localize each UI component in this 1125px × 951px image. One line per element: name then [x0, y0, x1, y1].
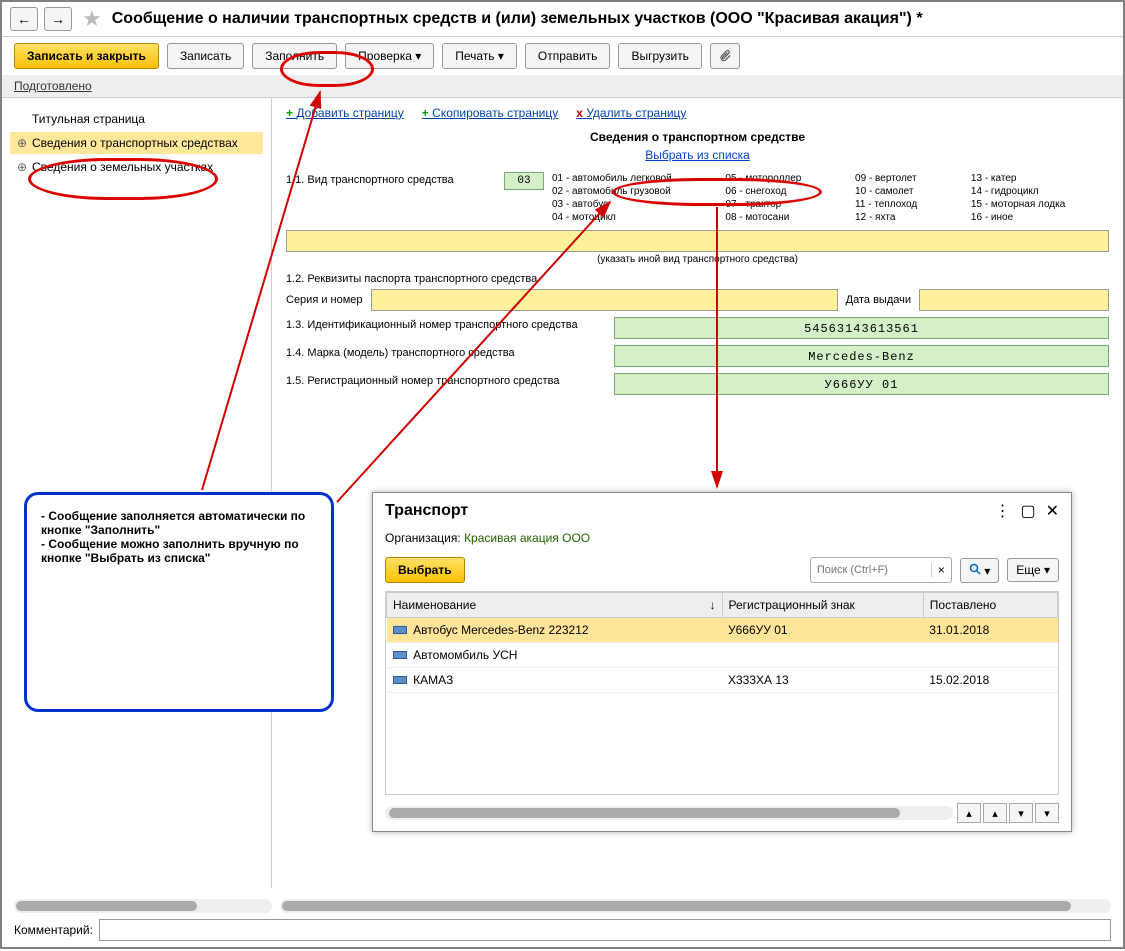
paperclip-icon [718, 49, 732, 63]
page-title: Сообщение о наличии транспортных средств… [112, 10, 923, 28]
comment-label: Комментарий: [14, 923, 93, 937]
field-label: 1.5. Регистрационный номер транспортного… [286, 373, 606, 387]
table-row[interactable]: КАМАЗХ333ХА 1315.02.2018 [387, 668, 1058, 693]
vehicle-type-item: 07 - трактор [725, 198, 845, 211]
save-button[interactable]: Записать [167, 43, 244, 69]
export-button[interactable]: Выгрузить [618, 43, 702, 69]
popup-scrollbar[interactable] [385, 806, 953, 820]
vin-field[interactable]: 54563143613561 [614, 317, 1109, 339]
field-label: 1.2. Реквизиты паспорта транспортного ср… [286, 273, 1109, 285]
field-label: 1.3. Идентификационный номер транспортно… [286, 317, 606, 331]
reg-number-field[interactable]: У666УУ 01 [614, 373, 1109, 395]
scroll-top-button[interactable]: ▴ [957, 803, 981, 823]
vehicle-type-item: 12 - яхта [855, 211, 961, 224]
vehicle-type-item: 05 - мотороллер [725, 172, 845, 185]
vehicle-type-item: 10 - самолет [855, 185, 961, 198]
select-from-list-link[interactable]: Выбрать из списка [645, 148, 750, 162]
vehicle-type-item: 06 - снегоход [725, 185, 845, 198]
popup-menu-icon[interactable]: ⋮ [994, 501, 1010, 521]
fill-button[interactable]: Заполнить [252, 43, 337, 69]
vehicle-types-legend: 01 - автомобиль легковой05 - мотороллер0… [552, 172, 1109, 224]
popup-select-button[interactable]: Выбрать [385, 557, 465, 583]
sidebar-item-vehicles[interactable]: ⊕ Сведения о транспортных средствах [10, 132, 263, 154]
delete-page-link[interactable]: x Удалить страницу [576, 106, 686, 120]
send-button[interactable]: Отправить [525, 43, 611, 69]
sidebar-item-land[interactable]: ⊕ Сведения о земельных участках [10, 156, 263, 178]
other-hint: (указать иной вид транспортного средства… [286, 254, 1109, 265]
sidebar-item-label: Сведения о земельных участках [32, 160, 257, 174]
search-icon [969, 563, 981, 575]
print-button[interactable]: Печать ▾ [442, 43, 517, 69]
nav-forward-button[interactable]: → [44, 7, 72, 31]
add-page-link[interactable]: + Добавить страницу [286, 106, 404, 120]
vehicle-type-item: 15 - моторная лодка [971, 198, 1109, 211]
vehicle-type-item: 16 - иное [971, 211, 1109, 224]
content-scrollbar[interactable] [280, 899, 1111, 913]
issue-date-input[interactable] [919, 289, 1109, 311]
serial-label: Серия и номер [286, 294, 363, 306]
attach-button[interactable] [710, 43, 740, 69]
date-label: Дата выдачи [846, 294, 911, 306]
section-title: Сведения о транспортном средстве [286, 130, 1109, 144]
sidebar-item-label: Титульная страница [32, 112, 257, 126]
status-text[interactable]: Подготовлено [2, 75, 1123, 98]
col-date: Поставлено [923, 593, 1057, 618]
field-label: 1.4. Марка (модель) транспортного средст… [286, 345, 606, 359]
vehicle-type-item: 14 - гидроцикл [971, 185, 1109, 198]
scroll-down-button[interactable]: ▾ [1009, 803, 1033, 823]
search-button[interactable]: ▾ [960, 558, 999, 583]
popup-title: Транспорт [385, 502, 468, 520]
vehicle-type-item: 11 - теплоход [855, 198, 961, 211]
vehicle-type-code[interactable]: 03 [504, 172, 544, 190]
expand-icon[interactable]: ⊕ [16, 160, 28, 174]
other-vehicle-type-input[interactable] [286, 230, 1109, 252]
scroll-up-button[interactable]: ▴ [983, 803, 1007, 823]
table-row[interactable]: Автобус Mercedes-Benz 223212У666УУ 0131.… [387, 618, 1058, 643]
vehicle-type-item: 03 - автобус [552, 198, 715, 211]
expand-icon[interactable]: ⊕ [16, 136, 28, 150]
popup-maximize-icon[interactable]: ▢ [1020, 501, 1035, 521]
vehicle-type-item: 13 - катер [971, 172, 1109, 185]
vehicle-type-item: 02 - автомобиль грузовой [552, 185, 715, 198]
search-box: × [810, 557, 952, 583]
comment-input[interactable] [99, 919, 1111, 941]
popup-close-icon[interactable]: ✕ [1046, 501, 1059, 521]
search-clear-button[interactable]: × [931, 563, 951, 577]
table-row[interactable]: Автомомбиль УСН [387, 643, 1058, 668]
org-label: Организация: [385, 531, 461, 545]
check-button[interactable]: Проверка ▾ [345, 43, 434, 69]
col-reg: Регистрационный знак [722, 593, 923, 618]
copy-page-link[interactable]: + Скопировать страницу [422, 106, 558, 120]
vehicle-type-item: 01 - автомобиль легковой [552, 172, 715, 185]
favorite-star-icon[interactable]: ★ [78, 6, 106, 32]
serial-number-input[interactable] [371, 289, 838, 311]
scroll-bottom-button[interactable]: ▾ [1035, 803, 1059, 823]
vehicle-type-item: 09 - вертолет [855, 172, 961, 185]
vehicle-type-item: 04 - мотоцикл [552, 211, 715, 224]
search-input[interactable] [811, 564, 931, 576]
vehicle-type-item: 08 - мотосани [725, 211, 845, 224]
model-field[interactable]: Mercedes-Benz [614, 345, 1109, 367]
callout-text: - Сообщение заполняется автоматически по… [41, 509, 317, 565]
field-label: 1.1. Вид транспортного средства [286, 172, 496, 186]
sidebar-item-title-page[interactable]: Титульная страница [10, 108, 263, 130]
org-value: Красивая акация ООО [464, 531, 590, 545]
sidebar-scrollbar[interactable] [14, 899, 272, 913]
sidebar-item-label: Сведения о транспортных средствах [32, 136, 257, 150]
save-close-button[interactable]: Записать и закрыть [14, 43, 159, 69]
transport-popup: Транспорт ⋮ ▢ ✕ Организация: Красивая ак… [372, 492, 1072, 832]
more-button[interactable]: Еще ▾ [1007, 558, 1059, 582]
nav-back-button[interactable]: ← [10, 7, 38, 31]
info-callout: - Сообщение заполняется автоматически по… [24, 492, 334, 712]
col-name: Наименование [393, 598, 476, 612]
